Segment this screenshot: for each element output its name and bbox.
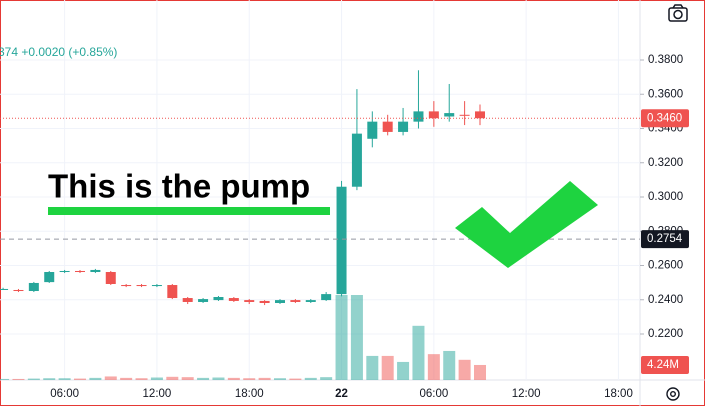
volume-bar xyxy=(320,377,333,380)
y-tick-label: 0.3800 xyxy=(648,54,683,66)
candle-body xyxy=(398,121,409,132)
volume-bar xyxy=(12,378,25,380)
volume-bar xyxy=(181,377,194,380)
y-tick-label: 0.3600 xyxy=(648,88,683,100)
volume-bar xyxy=(458,359,471,380)
x-tick-label: 06:00 xyxy=(50,388,79,400)
annotation-underline xyxy=(48,207,330,215)
volume-bar xyxy=(27,378,40,380)
candle-body xyxy=(321,294,332,301)
candle-body xyxy=(259,300,270,304)
x-tick-label: 12:00 xyxy=(512,388,541,400)
candle-body xyxy=(444,113,455,117)
candle-body xyxy=(428,111,439,119)
crosshair-label-box xyxy=(641,230,689,249)
volume-bar xyxy=(227,377,240,380)
candle-body xyxy=(275,300,285,304)
candle-body xyxy=(213,297,224,301)
price-label: 0.3460 xyxy=(647,112,682,124)
candle-body xyxy=(44,272,55,283)
candle-body xyxy=(351,133,362,187)
candle-body xyxy=(382,121,393,132)
y-tick-label: 0.2400 xyxy=(648,294,683,306)
price-label-box xyxy=(641,109,689,128)
volume-bar xyxy=(289,378,302,380)
volume-bar xyxy=(335,295,348,380)
x-tick-label: 18:00 xyxy=(604,388,633,400)
x-tick-label: 06:00 xyxy=(419,388,448,400)
camera-icon[interactable] xyxy=(668,4,688,22)
volume-bar xyxy=(150,377,163,380)
volume-bar xyxy=(397,361,410,380)
overlay: 0.22000.24000.26000.28000.30000.32000.34… xyxy=(0,54,689,400)
candle-body xyxy=(367,121,378,139)
y-tick-label: 0.3200 xyxy=(648,157,683,169)
volume-bar xyxy=(243,378,256,380)
x-tick-label: 18:00 xyxy=(235,388,264,400)
candle-body xyxy=(475,111,485,119)
volume-bar xyxy=(58,378,71,380)
legend-text: 374 +0.0020 (+0.85%) xyxy=(0,45,117,59)
y-tick-label: 0.2200 xyxy=(648,328,683,340)
volume-bar xyxy=(74,378,86,380)
volume-bar xyxy=(304,377,317,380)
volume-bar xyxy=(427,354,440,380)
candle-body xyxy=(228,298,239,301)
candle-body xyxy=(151,285,162,287)
candle-body xyxy=(136,285,147,287)
checkmark xyxy=(455,181,598,268)
x-tick-label: 12:00 xyxy=(143,388,172,400)
candle-body xyxy=(59,270,70,273)
volume-bar xyxy=(212,377,225,380)
volume-label: 4.24M xyxy=(647,359,679,371)
volume-bar xyxy=(443,350,456,380)
volume-label-box xyxy=(641,355,689,374)
candle-body xyxy=(167,285,178,299)
volume-bar xyxy=(366,355,379,380)
candle-body xyxy=(90,269,101,273)
volume-bar xyxy=(89,377,102,380)
volume-bar xyxy=(474,364,486,380)
volume-bar xyxy=(104,376,117,380)
candle-body xyxy=(305,300,316,302)
candle-body xyxy=(244,300,255,302)
crosshair-label: 0.2754 xyxy=(647,233,683,245)
y-tick-label: 0.3000 xyxy=(648,191,683,203)
candle-body xyxy=(336,186,347,295)
volume-bar xyxy=(0,378,10,380)
volume-bar xyxy=(258,377,271,380)
volume-bars xyxy=(0,295,486,380)
volume-bar xyxy=(274,378,286,380)
volume-bar xyxy=(350,295,363,380)
candle-body xyxy=(75,270,85,273)
candle-body xyxy=(459,114,470,116)
annotation: This is the pump xyxy=(48,168,310,205)
candle-body xyxy=(0,288,9,290)
x-tick-label: 22 xyxy=(335,388,348,400)
volume-bar xyxy=(381,355,394,380)
candle-body xyxy=(105,272,116,284)
candle-body xyxy=(198,299,209,302)
candle-body xyxy=(290,300,301,302)
candle-body xyxy=(121,285,132,287)
volume-bar xyxy=(197,377,210,380)
y-tick-label: 0.2600 xyxy=(648,260,683,272)
volume-bar xyxy=(412,325,425,380)
volume-bar xyxy=(135,378,148,380)
settings-icon[interactable] xyxy=(666,387,680,401)
candle-body xyxy=(13,289,24,292)
volume-bar xyxy=(166,376,179,380)
candle-body xyxy=(28,282,39,292)
candle-body xyxy=(182,298,193,302)
candle-body xyxy=(413,111,424,122)
volume-bar xyxy=(43,378,56,380)
candles xyxy=(0,70,485,306)
volume-bar xyxy=(120,377,133,380)
